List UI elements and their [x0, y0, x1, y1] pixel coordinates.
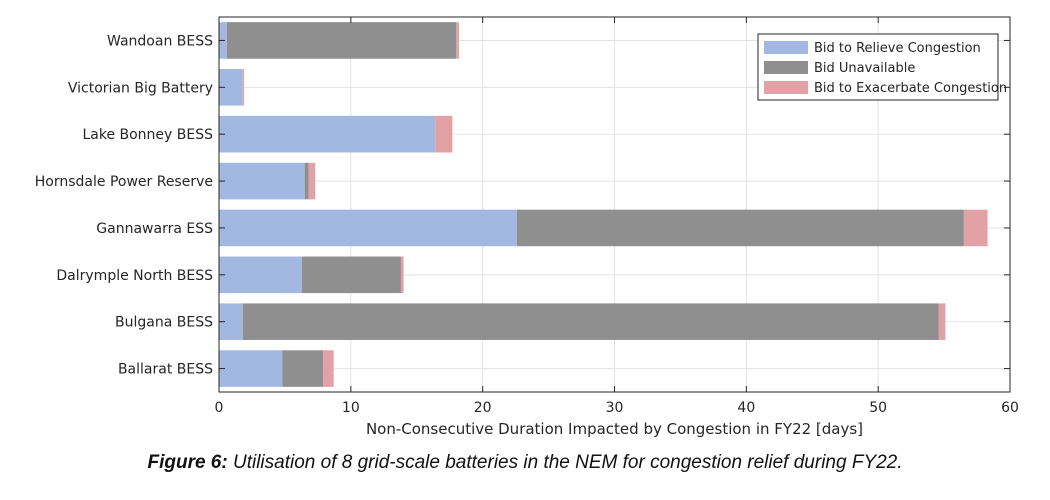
x-tick-label: 60 [1001, 400, 1019, 416]
bar-segment [219, 350, 283, 387]
chart-container: Wandoan BESS Victorian Big Battery Lake Bo… [35, 16, 1019, 438]
legend-label: Bid to Exacerbate Congestion [814, 81, 1007, 96]
figure-number: Figure 6: [147, 452, 228, 473]
bar-segment [219, 303, 243, 340]
x-tick-label: 10 [342, 400, 360, 416]
bar-segment [435, 115, 453, 153]
axes: Wandoan BESS Victorian Big Battery Lake Bo… [35, 16, 1019, 416]
x-tick-label: 50 [869, 400, 887, 416]
y-tick-label: Dalrymple North BESS [56, 268, 213, 284]
bar-segment [304, 162, 309, 200]
bar-segment [226, 22, 457, 59]
x-tick-label: 20 [474, 400, 492, 416]
x-tick-label: 30 [606, 400, 624, 416]
y-tick-label: Hornsdale Power Reserve [35, 174, 213, 190]
x-tick-label: 0 [215, 400, 224, 416]
bar-segment [308, 162, 316, 200]
figure-caption: Figure 6: Utilisation of 8 grid-scale ba… [0, 452, 1050, 474]
bar-segment [219, 256, 303, 294]
stacked-bar-chart: Wandoan BESS Victorian Big Battery Lake Bo… [35, 16, 1019, 438]
bar-segment [242, 69, 245, 106]
bar-segment [963, 209, 988, 247]
bar-segment [938, 303, 946, 340]
bars [219, 22, 988, 387]
legend-swatch [764, 81, 808, 94]
legend-swatch [764, 61, 808, 74]
y-tick-label: Bulgana BESS [115, 315, 213, 331]
legend-swatch [764, 41, 808, 54]
legend: Bid to Relieve Congestion Bid Unavailable… [757, 33, 1007, 101]
y-tick-label: Ballarat BESS [118, 362, 213, 378]
y-tick-label: Gannawarra ESS [96, 221, 213, 237]
legend-label: Bid Unavailable [814, 61, 915, 76]
x-axis-title: Non-Consecutive Duration Impacted by Con… [366, 420, 863, 438]
bar-segment [282, 350, 324, 387]
y-tick-label: Lake Bonney BESS [82, 127, 213, 143]
bar-segment [219, 69, 243, 106]
legend-label: Bid to Relieve Congestion [814, 41, 981, 56]
bar-segment [219, 162, 305, 200]
x-tick-label: 40 [737, 400, 755, 416]
bar-segment [219, 115, 436, 153]
figure-caption-text: Utilisation of 8 grid-scale batteries in… [232, 452, 903, 473]
bar-segment [219, 209, 517, 247]
bar-segment [400, 256, 404, 294]
bar-segment [516, 209, 964, 247]
y-tick-label: Wandoan BESS [107, 33, 213, 49]
bar-segment [456, 22, 459, 59]
y-tick-label: Victorian Big Battery [68, 80, 213, 96]
bar-segment [242, 303, 939, 340]
bar-segment [323, 350, 334, 387]
bar-segment [302, 256, 401, 294]
